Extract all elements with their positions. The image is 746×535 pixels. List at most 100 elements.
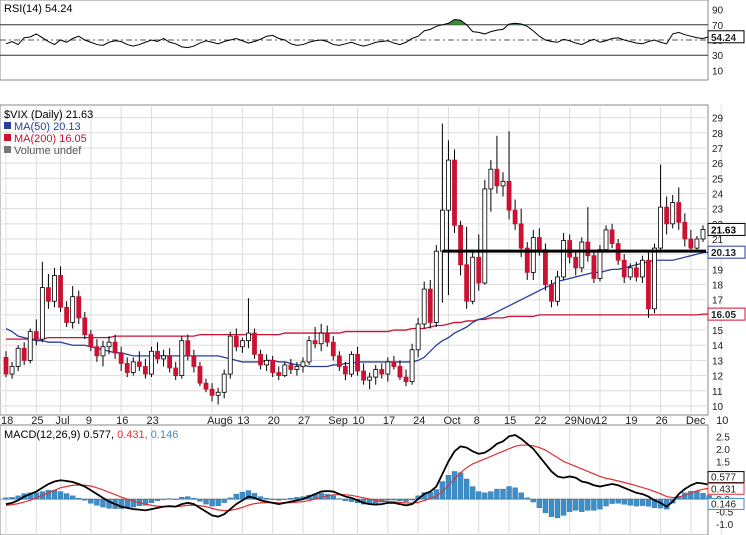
- candle-body: [603, 229, 609, 251]
- macd-line: [5, 434, 710, 518]
- rsi-value-label: 54.24: [711, 33, 736, 44]
- candle-body: [627, 267, 633, 278]
- candle-body: [209, 388, 215, 396]
- candle-body: [646, 259, 651, 310]
- candle-body: [597, 249, 603, 279]
- candle-body: [385, 361, 391, 375]
- candle-body: [373, 369, 379, 378]
- macd-title-name: MACD(12,26,9): [4, 429, 80, 441]
- candle-body: [142, 366, 148, 375]
- candle-body: [518, 223, 524, 249]
- candle-body: [458, 224, 463, 266]
- x-tick-label: 29Nov: [565, 415, 597, 427]
- price-ytick: 23: [712, 205, 724, 216]
- candle-body: [652, 247, 657, 310]
- candle-body: [288, 364, 294, 370]
- macd-histogram-bar: [615, 498, 621, 504]
- rsi-line: [5, 18, 710, 49]
- candle-body: [39, 287, 45, 340]
- candle-body: [561, 240, 566, 278]
- macd-title: MACD(12,26,9) 0.577, 0.431, 0.146: [4, 429, 178, 441]
- candle-body: [167, 355, 173, 369]
- candle-body: [676, 202, 682, 223]
- macd-histogram-bar: [506, 486, 512, 500]
- candle-body: [203, 382, 209, 390]
- macd-histogram-bar: [591, 498, 597, 511]
- axis-labels: 907050301054.242928272625242322212019181…: [1, 6, 746, 531]
- macd-histogram-bar: [488, 491, 494, 500]
- candle-body: [585, 241, 591, 257]
- macd-histogram-bar: [82, 498, 88, 501]
- candle-body: [682, 221, 688, 240]
- candle-body: [58, 275, 63, 308]
- macd-ytick: 2.0: [716, 445, 730, 456]
- candle-body: [415, 323, 421, 351]
- candle-body: [100, 346, 106, 357]
- macd-histogram-bar: [233, 493, 239, 500]
- macd-histogram-bar: [476, 491, 482, 500]
- macd-histogram-bar: [76, 497, 82, 500]
- macd-histogram-bar: [457, 472, 464, 500]
- price-ytick: 11: [712, 387, 723, 398]
- macd-histogram-bar: [88, 498, 94, 504]
- candle-body: [330, 341, 336, 357]
- macd-histogram-bar: [633, 498, 639, 507]
- price-ytick: 26: [712, 159, 724, 170]
- candle-body: [355, 353, 360, 372]
- candle-body: [555, 276, 560, 302]
- macd-histogram-bar: [500, 488, 506, 500]
- x-tick-label: 20: [268, 415, 280, 427]
- candle-body: [367, 376, 373, 381]
- macd-histogram-bar: [63, 493, 70, 500]
- candle-body: [3, 356, 9, 375]
- x-tick-label: Oct: [443, 415, 460, 427]
- macd-histogram-bar: [470, 486, 476, 500]
- macd-value-label: 0.577: [711, 473, 736, 484]
- candle-body: [276, 372, 282, 376]
- candle-body: [446, 159, 451, 211]
- macd-histogram-bar: [512, 487, 518, 500]
- candle-body: [476, 256, 482, 284]
- macd-histogram-bar: [185, 496, 191, 500]
- candle-body: [439, 209, 445, 252]
- candle-body: [694, 238, 700, 249]
- candle-body: [579, 241, 585, 269]
- price-ytick: 19: [712, 265, 724, 276]
- candle-body: [88, 334, 94, 348]
- ma200-line: [6, 313, 710, 340]
- candle-body: [700, 229, 706, 240]
- x-tick-label: 12: [595, 415, 607, 427]
- candle-body: [609, 229, 615, 244]
- candle-body: [688, 238, 694, 249]
- macd-histogram-bar: [700, 493, 706, 500]
- rsi-value-badge: [707, 30, 745, 44]
- macd-histogram-bar: [494, 488, 500, 500]
- legend-ma200: MA(200) 16.05: [14, 133, 87, 145]
- macd-histogram-bar: [348, 498, 355, 502]
- candle-body: [82, 317, 88, 336]
- candle-body: [591, 255, 597, 279]
- macd-histogram-bar: [597, 498, 603, 510]
- candle-body: [524, 247, 530, 273]
- macd-histogram-bar: [336, 498, 342, 500]
- candle-body: [549, 284, 554, 302]
- candle-body: [52, 275, 57, 302]
- candle-body: [464, 264, 470, 302]
- macd-histogram-bar: [227, 497, 233, 500]
- macd-histogram-bar: [579, 498, 585, 512]
- candle-body: [664, 206, 670, 225]
- macd-histogram-bar: [560, 498, 567, 516]
- macd-plot: [0, 434, 712, 519]
- candle-body: [658, 206, 663, 249]
- candle-body: [361, 370, 366, 381]
- macd-value-badge: [707, 482, 745, 495]
- candle-body: [118, 352, 124, 364]
- macd-histogram-bar: [524, 497, 530, 500]
- x-tick-label: Dec: [686, 415, 706, 427]
- candle-body: [421, 288, 427, 325]
- macd-histogram-bar: [463, 478, 470, 500]
- legend-ma50: MA(50) 20.13: [14, 121, 81, 133]
- candle-body: [27, 331, 33, 361]
- macd-histogram-bar: [573, 498, 579, 511]
